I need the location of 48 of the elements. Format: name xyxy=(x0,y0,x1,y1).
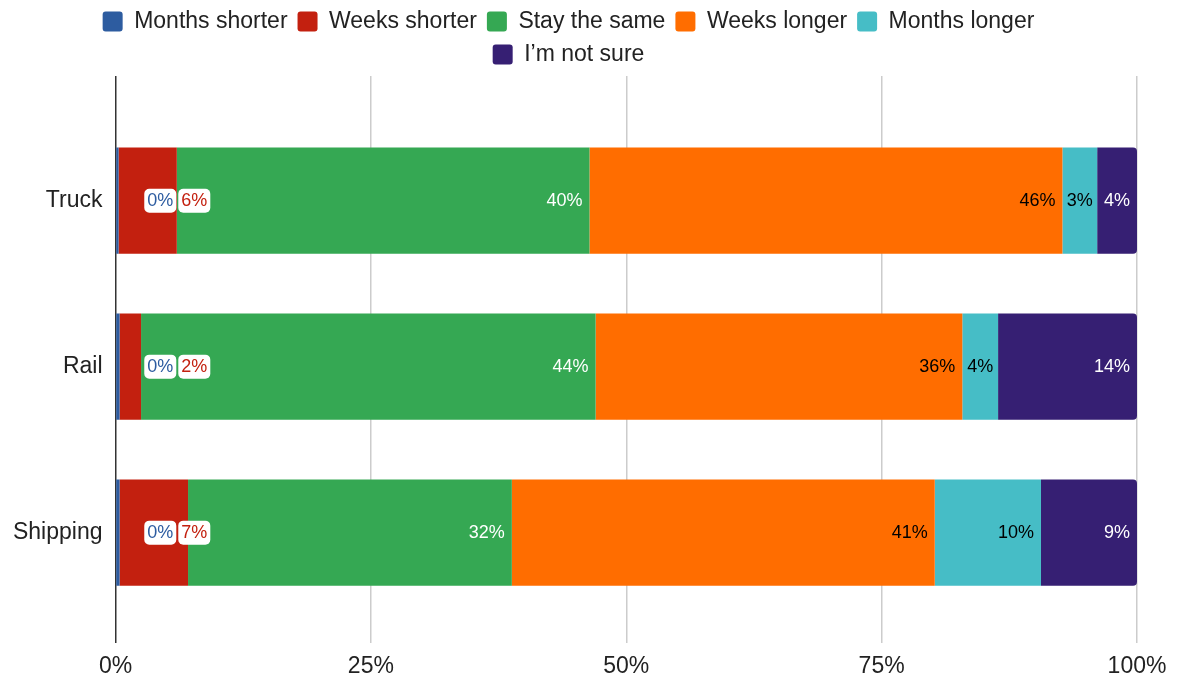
y-tick-label: Rail xyxy=(62,352,103,378)
bar xyxy=(595,313,963,420)
bar xyxy=(589,147,1063,254)
data-label: 0% xyxy=(147,521,174,542)
bar xyxy=(511,479,935,586)
bar xyxy=(119,313,142,420)
data-label: 6% xyxy=(181,189,208,210)
data-label: 7% xyxy=(181,521,208,542)
data-label: 32% xyxy=(468,521,505,542)
data-label: 41% xyxy=(891,521,928,542)
data-label: 0% xyxy=(147,355,174,376)
data-label: 46% xyxy=(1019,189,1056,210)
bar xyxy=(934,479,1041,586)
bar xyxy=(141,313,596,420)
x-tick-label: 75% xyxy=(858,651,905,678)
legend-label: Weeks longer xyxy=(706,6,848,33)
x-tick-label: 0% xyxy=(98,651,133,678)
data-label: 40% xyxy=(546,189,583,210)
bar xyxy=(998,313,1137,420)
bar xyxy=(176,147,590,254)
data-label: 4% xyxy=(967,355,994,376)
bar xyxy=(1062,147,1098,254)
legend-label: Weeks shorter xyxy=(329,6,478,33)
y-tick-label: Truck xyxy=(45,186,104,212)
data-label: 44% xyxy=(552,355,589,376)
data-label: 2% xyxy=(181,355,208,376)
legend-label: Months longer xyxy=(888,6,1035,33)
bar xyxy=(1097,147,1137,254)
y-tick-label: Shipping xyxy=(12,517,103,544)
data-label: 0% xyxy=(147,189,174,210)
data-label: 14% xyxy=(1093,355,1130,376)
x-tick-label: 25% xyxy=(347,651,394,678)
data-label: 9% xyxy=(1103,521,1130,542)
bar xyxy=(1040,479,1137,586)
data-label: 10% xyxy=(997,521,1034,542)
data-label: 36% xyxy=(919,355,956,376)
bar xyxy=(116,313,120,420)
bar xyxy=(116,479,120,586)
legend-label: Stay the same xyxy=(518,6,666,33)
bar xyxy=(962,313,999,420)
bar xyxy=(116,147,119,254)
bar xyxy=(118,147,177,254)
legend-label: I’m not sure xyxy=(524,39,645,66)
data-label: 3% xyxy=(1066,189,1093,210)
x-tick-label: 50% xyxy=(603,651,650,678)
x-tick-label: 100% xyxy=(1107,651,1167,678)
legend-label: Months shorter xyxy=(134,6,288,33)
data-label: 4% xyxy=(1104,189,1131,210)
